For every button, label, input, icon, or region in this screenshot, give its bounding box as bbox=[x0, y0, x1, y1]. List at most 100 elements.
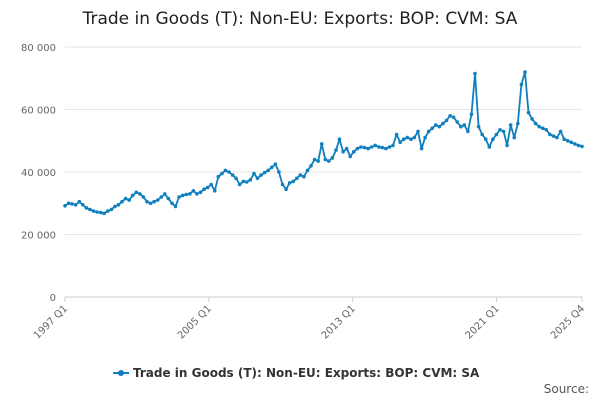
data-point[interactable] bbox=[202, 187, 206, 191]
data-point[interactable] bbox=[223, 168, 228, 173]
data-point[interactable] bbox=[455, 120, 460, 124]
data-point[interactable] bbox=[451, 115, 456, 120]
data-point[interactable] bbox=[259, 173, 263, 177]
data-point[interactable] bbox=[159, 195, 164, 199]
data-point[interactable] bbox=[384, 146, 388, 151]
data-point[interactable] bbox=[109, 207, 114, 212]
data-point[interactable] bbox=[148, 201, 153, 206]
data-point[interactable] bbox=[205, 185, 210, 190]
data-point[interactable] bbox=[565, 139, 570, 143]
data-point[interactable] bbox=[138, 192, 142, 196]
data-point[interactable] bbox=[95, 210, 99, 214]
data-point[interactable] bbox=[209, 182, 213, 187]
data-point[interactable] bbox=[195, 192, 199, 196]
data-point[interactable] bbox=[580, 144, 584, 149]
data-point[interactable] bbox=[541, 126, 545, 131]
data-point[interactable] bbox=[227, 170, 231, 174]
data-point[interactable] bbox=[130, 193, 135, 198]
data-point[interactable] bbox=[555, 135, 559, 140]
data-point[interactable] bbox=[113, 204, 117, 209]
data-point[interactable] bbox=[462, 123, 467, 127]
data-point[interactable] bbox=[327, 159, 331, 163]
data-point[interactable] bbox=[537, 124, 541, 129]
data-point[interactable] bbox=[291, 179, 296, 184]
data-point[interactable] bbox=[216, 174, 221, 179]
data-point[interactable] bbox=[330, 156, 335, 160]
data-point[interactable] bbox=[508, 123, 513, 127]
data-point[interactable] bbox=[173, 204, 178, 209]
data-point[interactable] bbox=[366, 146, 370, 151]
data-point[interactable] bbox=[316, 159, 321, 163]
data-point[interactable] bbox=[373, 143, 378, 148]
data-point[interactable] bbox=[394, 132, 399, 137]
data-point[interactable] bbox=[380, 145, 385, 150]
data-point[interactable] bbox=[501, 129, 506, 134]
data-point[interactable] bbox=[551, 134, 556, 138]
data-point[interactable] bbox=[230, 173, 235, 177]
data-point[interactable] bbox=[348, 154, 353, 159]
data-point[interactable] bbox=[302, 174, 306, 179]
data-point[interactable] bbox=[401, 137, 406, 141]
data-point[interactable] bbox=[448, 114, 452, 118]
data-point[interactable] bbox=[273, 162, 278, 166]
data-point[interactable] bbox=[466, 129, 470, 134]
data-point[interactable] bbox=[262, 170, 267, 175]
data-point[interactable] bbox=[416, 129, 420, 134]
data-point[interactable] bbox=[512, 135, 517, 140]
data-point[interactable] bbox=[548, 132, 552, 137]
data-point[interactable] bbox=[298, 173, 303, 177]
data-point[interactable] bbox=[533, 121, 538, 126]
data-point[interactable] bbox=[505, 143, 509, 148]
data-point[interactable] bbox=[377, 145, 381, 149]
data-point[interactable] bbox=[220, 171, 224, 176]
data-point[interactable] bbox=[245, 180, 249, 184]
data-point[interactable] bbox=[120, 199, 124, 204]
data-point[interactable] bbox=[494, 132, 499, 137]
data-point[interactable] bbox=[123, 196, 128, 201]
data-point[interactable] bbox=[184, 192, 188, 197]
data-point[interactable] bbox=[102, 211, 106, 216]
data-point[interactable] bbox=[191, 189, 196, 193]
data-point[interactable] bbox=[352, 149, 356, 154]
data-point[interactable] bbox=[387, 145, 392, 149]
data-point[interactable] bbox=[355, 146, 360, 151]
data-point[interactable] bbox=[369, 145, 374, 149]
data-point[interactable] bbox=[473, 71, 477, 76]
data-point[interactable] bbox=[88, 207, 92, 212]
data-point[interactable] bbox=[323, 157, 328, 162]
data-point[interactable] bbox=[66, 201, 71, 206]
data-point[interactable] bbox=[145, 199, 149, 204]
data-point[interactable] bbox=[198, 190, 203, 195]
data-point[interactable] bbox=[398, 140, 403, 145]
data-point[interactable] bbox=[419, 146, 424, 151]
data-point[interactable] bbox=[412, 135, 417, 140]
data-point[interactable] bbox=[213, 189, 217, 193]
data-point[interactable] bbox=[234, 176, 238, 181]
data-point[interactable] bbox=[544, 128, 549, 132]
data-point[interactable] bbox=[270, 165, 274, 170]
data-point[interactable] bbox=[562, 137, 566, 141]
data-point[interactable] bbox=[391, 143, 395, 148]
data-point[interactable] bbox=[312, 157, 317, 162]
data-point[interactable] bbox=[334, 148, 338, 152]
data-point[interactable] bbox=[155, 198, 160, 202]
data-point[interactable] bbox=[530, 117, 534, 121]
data-point[interactable] bbox=[280, 182, 285, 187]
data-point[interactable] bbox=[523, 70, 527, 74]
data-point[interactable] bbox=[163, 192, 167, 196]
data-point[interactable] bbox=[252, 171, 256, 176]
data-point[interactable] bbox=[134, 190, 139, 195]
data-point[interactable] bbox=[423, 135, 427, 140]
data-point[interactable] bbox=[241, 179, 246, 184]
data-point[interactable] bbox=[344, 146, 349, 151]
data-point[interactable] bbox=[170, 201, 174, 206]
data-point[interactable] bbox=[91, 209, 96, 213]
data-point[interactable] bbox=[409, 137, 413, 141]
data-point[interactable] bbox=[152, 199, 156, 204]
data-point[interactable] bbox=[287, 181, 292, 185]
data-point[interactable] bbox=[63, 204, 67, 208]
data-point[interactable] bbox=[177, 195, 181, 199]
data-point[interactable] bbox=[266, 168, 271, 173]
series-line[interactable] bbox=[64, 71, 583, 215]
data-point[interactable] bbox=[430, 126, 435, 131]
